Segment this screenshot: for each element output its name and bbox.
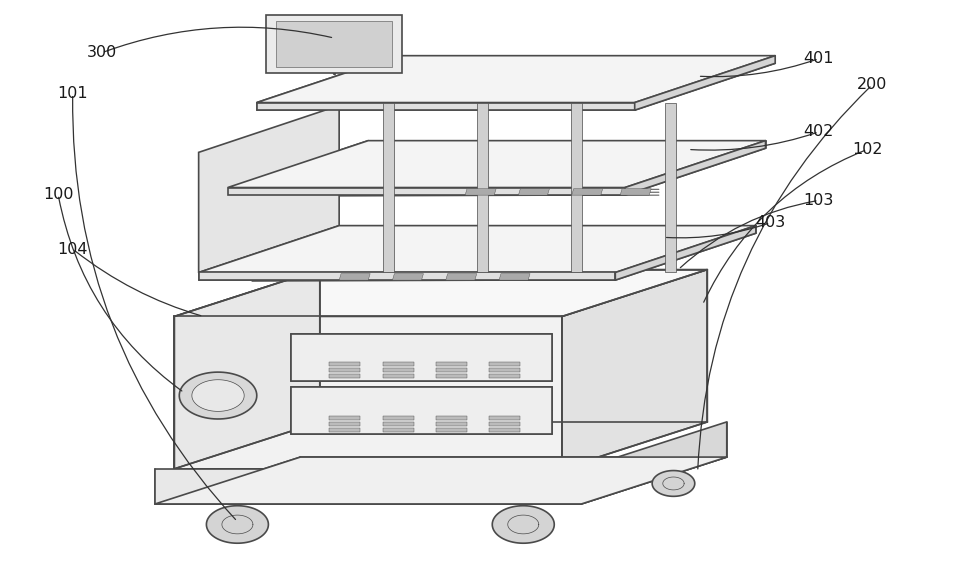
- Polygon shape: [635, 56, 775, 110]
- Polygon shape: [199, 272, 615, 280]
- Bar: [436, 368, 467, 372]
- Text: 103: 103: [803, 193, 834, 208]
- Polygon shape: [266, 15, 402, 73]
- Polygon shape: [572, 189, 603, 195]
- Text: 102: 102: [852, 142, 883, 157]
- Polygon shape: [477, 103, 488, 272]
- Bar: [489, 428, 520, 432]
- Polygon shape: [620, 189, 651, 195]
- Polygon shape: [296, 52, 376, 59]
- Bar: [436, 416, 467, 420]
- Polygon shape: [562, 270, 707, 469]
- Polygon shape: [206, 506, 268, 543]
- Bar: [436, 374, 467, 378]
- Bar: [383, 362, 414, 366]
- Polygon shape: [228, 188, 625, 195]
- Bar: [329, 428, 360, 432]
- Polygon shape: [571, 103, 582, 272]
- Text: 403: 403: [755, 215, 786, 230]
- Polygon shape: [446, 274, 477, 280]
- Polygon shape: [499, 274, 530, 280]
- Bar: [383, 416, 414, 420]
- Polygon shape: [155, 457, 727, 504]
- Polygon shape: [465, 189, 496, 195]
- Text: 401: 401: [803, 51, 834, 66]
- Polygon shape: [179, 372, 257, 419]
- Polygon shape: [257, 56, 775, 103]
- Bar: [436, 422, 467, 426]
- Bar: [489, 368, 520, 372]
- Polygon shape: [392, 274, 423, 280]
- Bar: [383, 374, 414, 378]
- Polygon shape: [492, 506, 554, 543]
- Polygon shape: [665, 103, 676, 272]
- Polygon shape: [257, 103, 635, 110]
- Text: 100: 100: [43, 187, 74, 202]
- Text: 200: 200: [857, 77, 888, 93]
- Text: 300: 300: [86, 45, 117, 60]
- Polygon shape: [192, 380, 244, 411]
- Bar: [489, 422, 520, 426]
- Bar: [489, 362, 520, 366]
- Polygon shape: [625, 141, 766, 195]
- Polygon shape: [339, 274, 370, 280]
- Bar: [489, 374, 520, 378]
- Bar: [383, 428, 414, 432]
- Text: 402: 402: [803, 124, 834, 139]
- Polygon shape: [615, 226, 756, 280]
- Bar: [383, 422, 414, 426]
- Polygon shape: [518, 189, 549, 195]
- Text: 101: 101: [57, 86, 88, 101]
- Bar: [329, 362, 360, 366]
- Polygon shape: [291, 387, 552, 434]
- Polygon shape: [383, 103, 394, 272]
- Bar: [329, 374, 360, 378]
- Polygon shape: [155, 469, 581, 504]
- Polygon shape: [199, 226, 756, 272]
- Bar: [329, 422, 360, 426]
- Bar: [436, 362, 467, 366]
- Polygon shape: [581, 422, 727, 504]
- Polygon shape: [228, 141, 766, 188]
- Bar: [329, 368, 360, 372]
- Polygon shape: [199, 105, 339, 272]
- Polygon shape: [291, 334, 552, 381]
- Bar: [329, 416, 360, 420]
- Polygon shape: [652, 471, 695, 496]
- Bar: [436, 428, 467, 432]
- Polygon shape: [174, 270, 320, 469]
- Bar: [489, 416, 520, 420]
- Text: 104: 104: [57, 241, 88, 257]
- Bar: [383, 368, 414, 372]
- Polygon shape: [174, 270, 707, 316]
- Polygon shape: [174, 316, 562, 469]
- Polygon shape: [276, 21, 392, 67]
